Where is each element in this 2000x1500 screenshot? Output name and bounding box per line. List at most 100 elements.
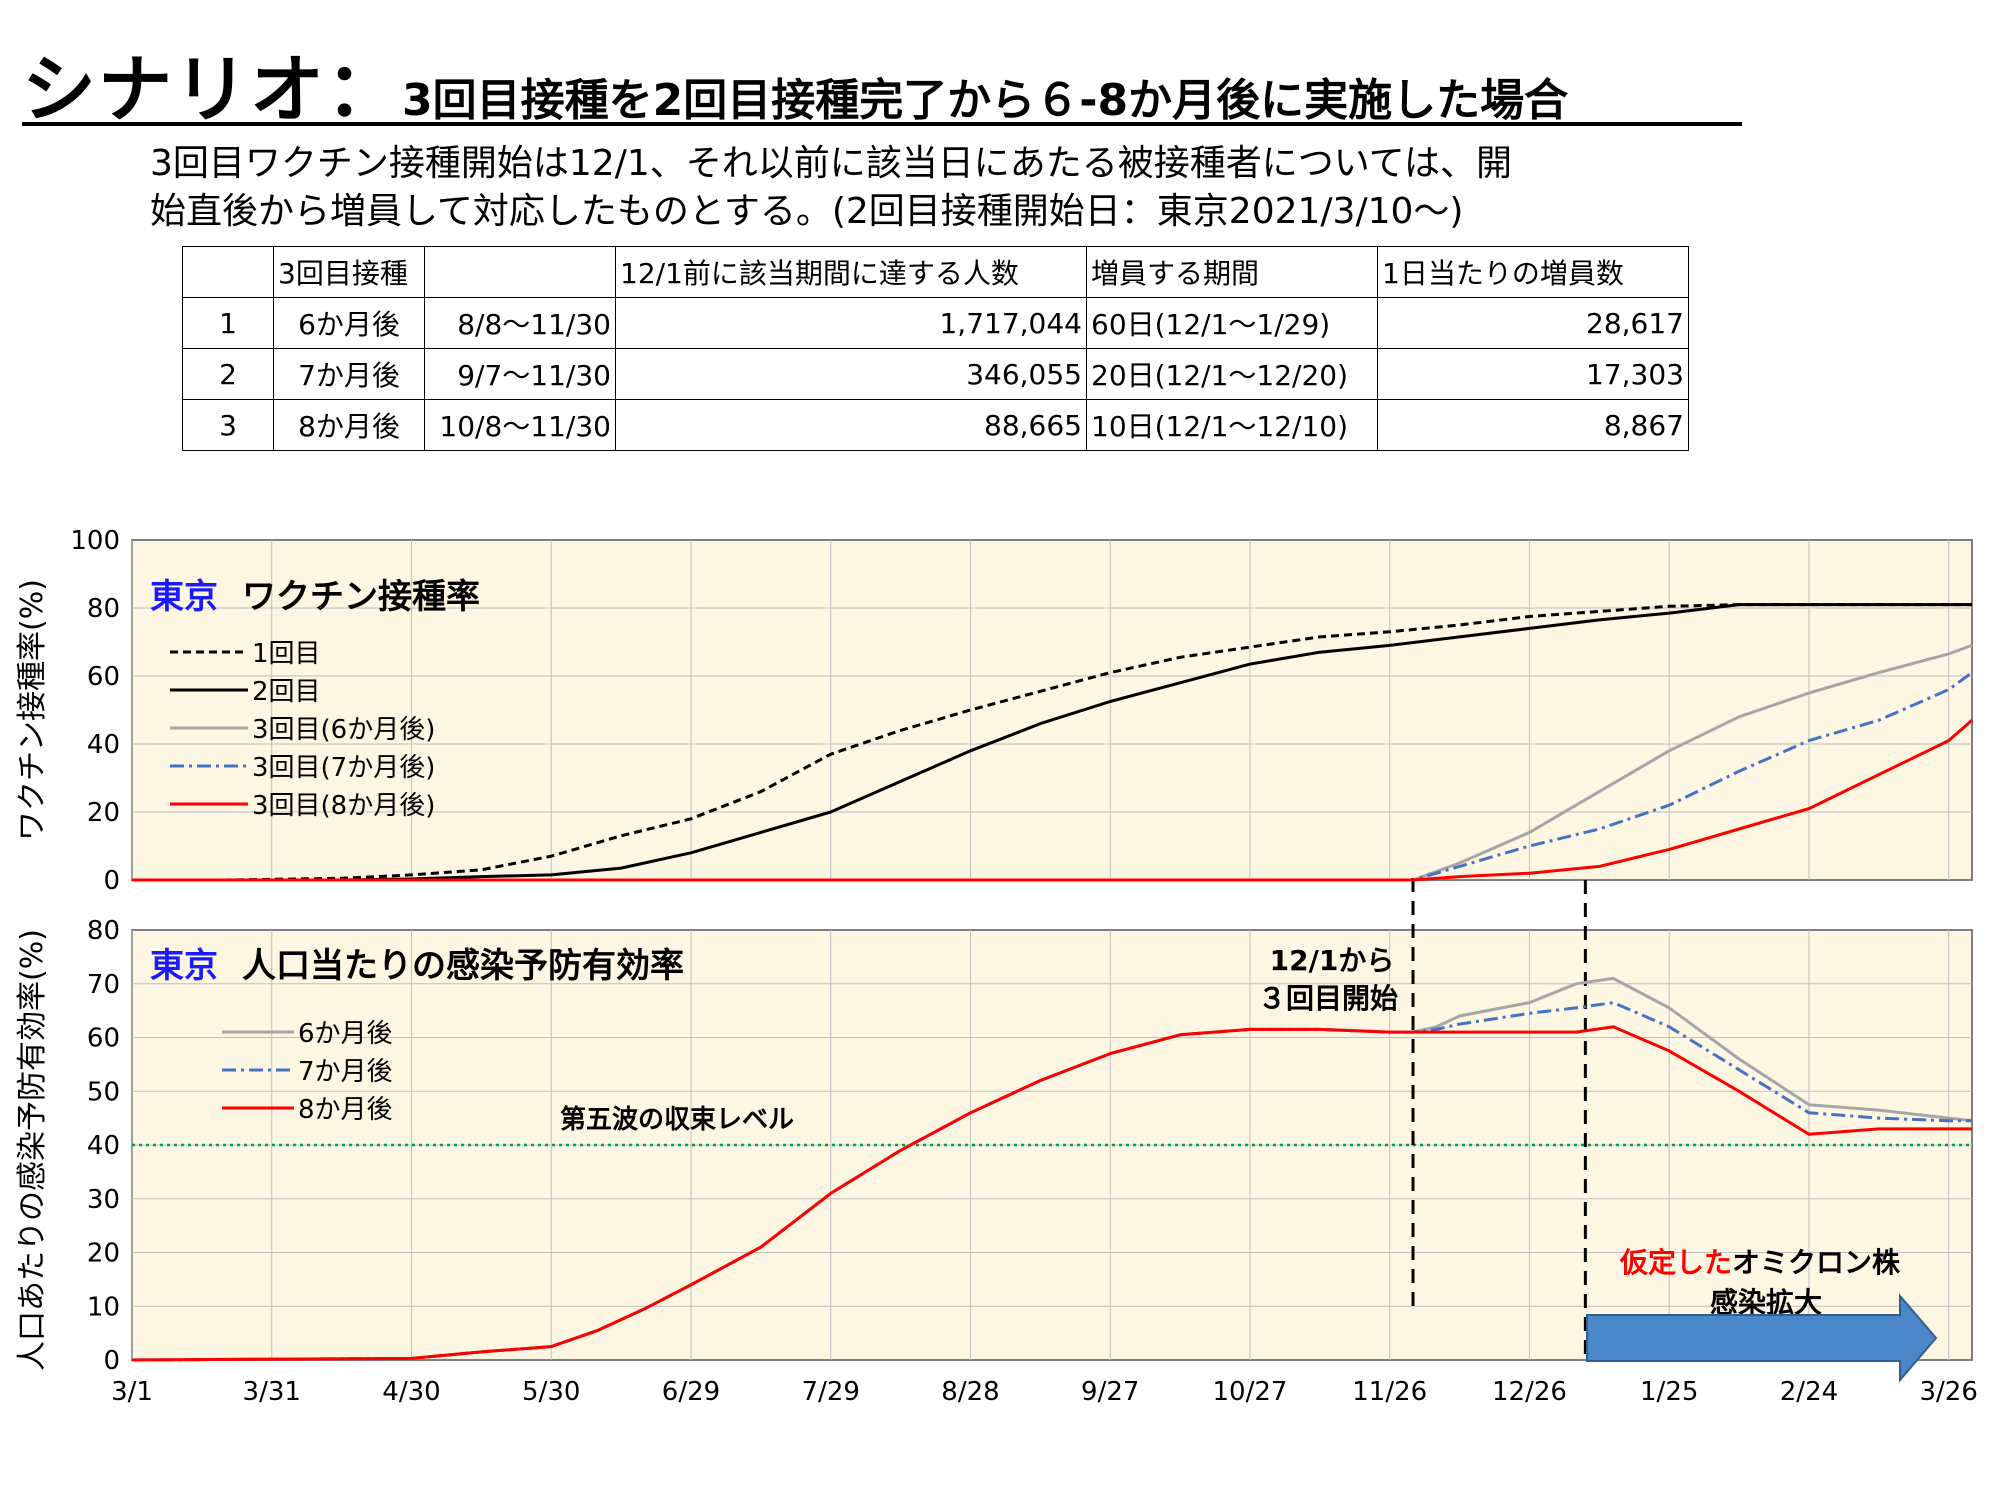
table-cell: 10/8〜11/30 (424, 399, 616, 451)
y-tick-label: 0 (103, 866, 120, 896)
chart1-grid (131, 540, 1972, 880)
series-line-1-2 (132, 643, 1973, 882)
table-cell: 8,867 (1377, 399, 1689, 451)
table-header-row: 3回目接種 12/1前に該当期間に達する人数 増員する期間 1日当たりの増員数 (182, 246, 1689, 298)
chart1-title: ワクチン接種率 (242, 577, 480, 617)
y-tick-label: 50 (87, 1077, 120, 1107)
title-sub: 3回目接種を2回目接種完了から６-8か月後に実施した場合 (402, 75, 1569, 126)
table-row: 1 6か月後 8/8〜11/30 1,717,044 60日(12/1〜1/29… (182, 297, 1689, 349)
header-cell: 増員する期間 (1086, 246, 1378, 298)
table-cell: 8か月後 (273, 399, 425, 451)
chart2-title-prefix: 東京 (150, 946, 218, 986)
annotation-vlines (1411, 878, 1587, 1360)
x-tick-label: 10/27 (1213, 1377, 1288, 1407)
legend-label-6m: 6か月後 (298, 1019, 393, 1049)
y-tick-label: 30 (87, 1185, 120, 1215)
scenario-description: 3回目ワクチン接種開始は12/1、それ以前に該当日にあたる被接種者については、開… (150, 140, 1710, 236)
start-label-1: 12/1から (1270, 944, 1395, 977)
x-tick-label: 7/29 (802, 1377, 860, 1407)
legend-label-7m: 7か月後 (298, 1057, 393, 1087)
legend-label-dose2: 2回目 (252, 677, 321, 707)
table-row: 3 8か月後 10/8〜11/30 88,665 10日(12/1〜12/10)… (182, 399, 1689, 451)
x-tick-label: 5/30 (522, 1377, 580, 1407)
start-label-2: ３回目開始 (1258, 982, 1398, 1015)
booster-table: 3回目接種 12/1前に該当期間に達する人数 増員する期間 1日当たりの増員数 … (182, 246, 1689, 451)
table-cell: 28,617 (1377, 297, 1689, 349)
charts-svg: 0 20 40 60 80 100 0 10 20 30 40 50 60 70 80 3/1 3/31 4/30… (15, 526, 1978, 1407)
table-cell: 88,665 (615, 399, 1087, 451)
title-main: シナリオ： (22, 47, 402, 133)
table-cell: 3 (182, 399, 274, 451)
table-cell: 2 (182, 348, 274, 400)
x-tick-label: 11/26 (1352, 1377, 1427, 1407)
series-line-1-1 (132, 603, 1972, 882)
x-tick-label: 3/26 (1920, 1377, 1978, 1407)
header-cell (424, 246, 616, 298)
y-tick-label: 40 (87, 1131, 120, 1161)
y-tick-label: 70 (87, 970, 120, 1000)
y-tick-label: 20 (87, 1239, 120, 1269)
page-title: シナリオ：3回目接種を2回目接種完了から６-8か月後に実施した場合 (22, 30, 1742, 133)
table-cell: 20日(12/1〜12/20) (1086, 348, 1378, 400)
legend-label-dose1: 1回目 (252, 639, 321, 669)
y-tick-label: 60 (87, 1024, 120, 1054)
omicron-label-red: 仮定した (1619, 1246, 1732, 1279)
table-cell: 9/7〜11/30 (424, 348, 616, 400)
table-row: 2 7か月後 9/7〜11/30 346,055 20日(12/1〜12/20)… (182, 348, 1689, 400)
chart1-title-prefix: 東京 (150, 577, 218, 617)
chart2-title: 人口当たりの感染予防有効率 (242, 946, 684, 986)
x-tick-label: 6/29 (662, 1377, 720, 1407)
y-tick-label: 0 (103, 1346, 120, 1376)
header-cell: 12/1前に該当期間に達する人数 (615, 246, 1087, 298)
chart1-legend: 1回目 2回目 3回目(6か月後) 3回目(7か月後) 3回目(8か月後) (170, 639, 435, 821)
legend-label-8m: 8か月後 (298, 1095, 393, 1125)
chart2-series (131, 976, 1973, 1362)
table-cell: 346,055 (615, 348, 1087, 400)
x-tick-label: 2/24 (1780, 1377, 1838, 1407)
omicron-arrow (1586, 1293, 1938, 1383)
reference-line-label: 第五波の収束レベル (560, 1104, 794, 1135)
table-cell: 1,717,044 (615, 297, 1087, 349)
table-cell: 10日(12/1〜12/10) (1086, 399, 1378, 451)
chart2-ylabel: 人口あたりの感染予防有効率(%) (15, 929, 50, 1371)
table-cell: 1 (182, 297, 274, 349)
table-cell: 8/8〜11/30 (424, 297, 616, 349)
legend-label-dose3-6m: 3回目(6か月後) (252, 715, 435, 745)
legend-label-dose3-7m: 3回目(7か月後) (252, 753, 435, 783)
table-cell: 7か月後 (273, 348, 425, 400)
chart1-ylabel: ワクチン接種率(%) (15, 579, 50, 841)
x-tick-label: 1/25 (1640, 1377, 1698, 1407)
y-tick-label: 20 (87, 798, 120, 828)
chart1-panel (131, 539, 1973, 881)
y-tick-label: 60 (87, 662, 120, 692)
y-tick-label: 100 (70, 526, 120, 556)
series-line-1-4 (132, 719, 1973, 882)
table-cell: 17,303 (1377, 348, 1689, 400)
table-cell: 6か月後 (273, 297, 425, 349)
description-line-2: 始直後から増員して対応したものとする。(2回目接種開始日：東京2021/3/10… (150, 191, 1464, 232)
legend-label-dose3-8m: 3回目(8か月後) (252, 791, 435, 821)
y-tick-label: 80 (87, 916, 120, 946)
omicron-label-line2: 感染拡大 (1710, 1286, 1822, 1319)
y-tick-label: 40 (87, 730, 120, 760)
series-line-1-0 (132, 603, 1972, 882)
series-line-2-2 (131, 1025, 1972, 1362)
y-tick-label: 10 (87, 1292, 120, 1322)
header-cell: 3回目接種 (273, 246, 425, 298)
header-cell (182, 246, 274, 298)
x-tick-label: 12/26 (1492, 1377, 1567, 1407)
table-cell: 60日(12/1〜1/29) (1086, 297, 1378, 349)
x-tick-label: 9/27 (1081, 1377, 1139, 1407)
x-tick-label: 4/30 (382, 1377, 440, 1407)
chart2-legend: 6か月後 7か月後 8か月後 (222, 1019, 393, 1125)
chart1-series (132, 603, 1973, 882)
header-cell: 1日当たりの増員数 (1377, 246, 1689, 298)
y-tick-label: 80 (87, 594, 120, 624)
series-line-1-3 (132, 671, 1973, 882)
x-tick-label: 3/31 (243, 1377, 301, 1407)
x-tick-label: 3/1 (111, 1377, 153, 1407)
omicron-label-rest: オミクロン株 (1732, 1246, 1901, 1279)
description-line-1: 3回目ワクチン接種開始は12/1、それ以前に該当日にあたる被接種者については、開 (150, 143, 1512, 184)
omicron-label-line1: 仮定したオミクロン株 (1619, 1246, 1901, 1279)
x-tick-label: 8/28 (941, 1377, 999, 1407)
